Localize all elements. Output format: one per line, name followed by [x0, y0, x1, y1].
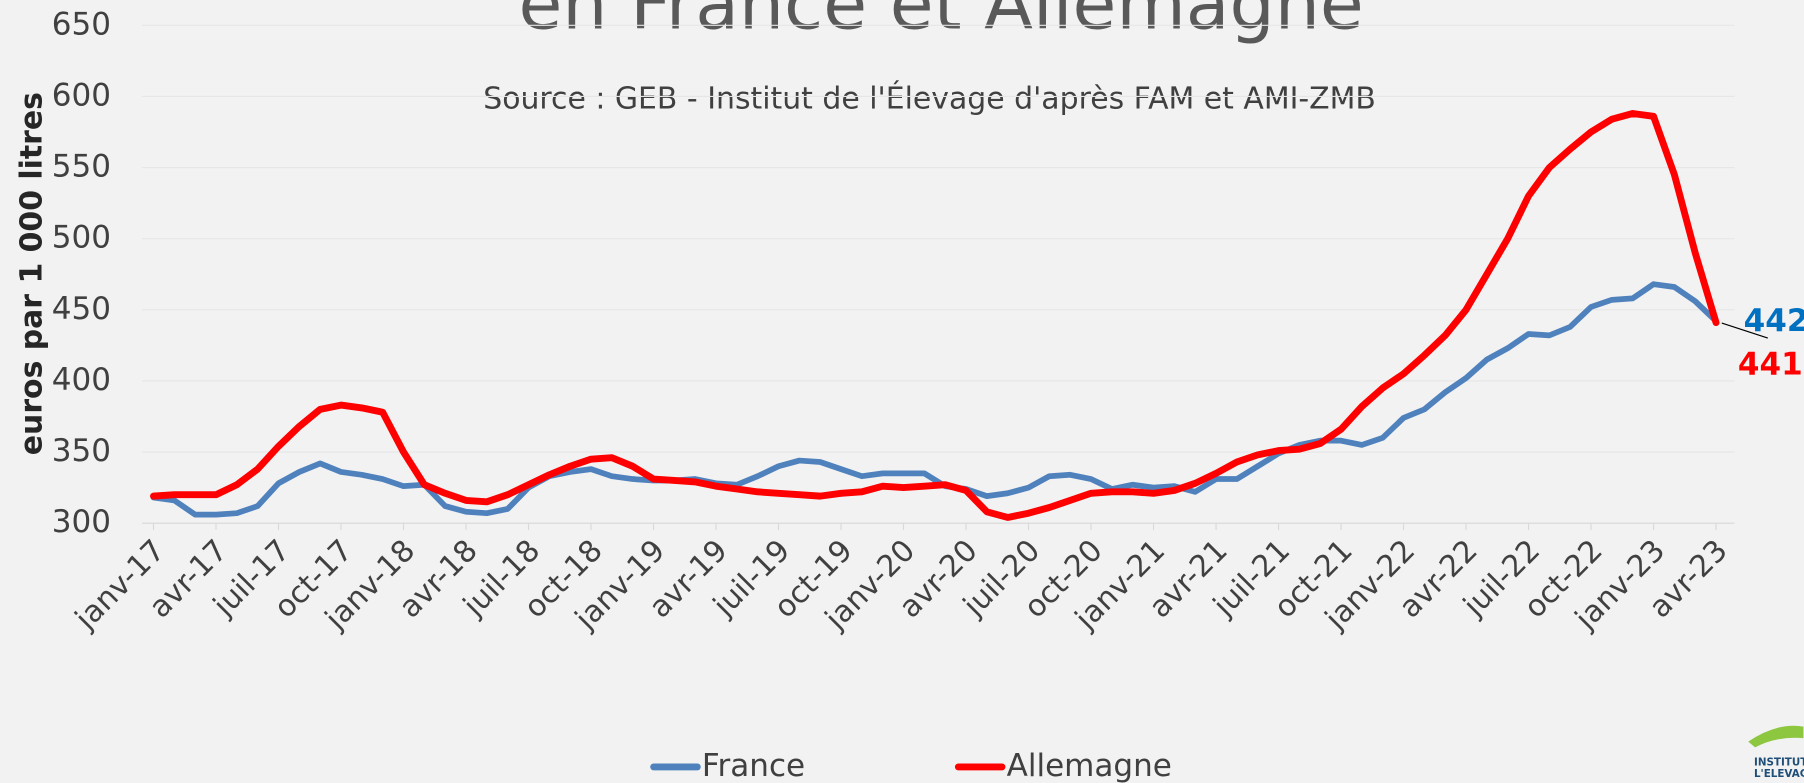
- line-series: [150, 110, 1720, 521]
- y-axis-label: euros par 1 000 litres: [14, 92, 49, 455]
- y-tick-label: 350: [52, 433, 111, 469]
- logo-text: INSTITUT D: [1754, 756, 1804, 768]
- y-tick-label: 600: [52, 77, 111, 113]
- legend-label: France: [702, 748, 805, 783]
- line-series: [150, 281, 1719, 518]
- y-tick-label: 300: [52, 504, 111, 540]
- chart-title: en France et Allemagne: [518, 0, 1363, 46]
- legend-label: Allemagne: [1007, 748, 1172, 783]
- leader-line: [1721, 322, 1768, 339]
- logo-text: L'ELEVAG: [1754, 768, 1804, 780]
- y-tick-label: 400: [52, 362, 111, 398]
- chart-subtitle: Source : GEB - Institut de l'Élevage d'a…: [483, 81, 1376, 117]
- y-tick-label: 550: [52, 149, 111, 185]
- y-tick-label: 500: [52, 220, 111, 256]
- y-tick-label: 650: [52, 6, 111, 42]
- logo-mark: [1748, 725, 1804, 748]
- logo: INSTITUT D L'ELEVAG: [1748, 725, 1804, 780]
- data-label: 442: [1744, 303, 1804, 339]
- y-tick-label: 450: [52, 291, 111, 327]
- data-label: 441: [1738, 347, 1803, 383]
